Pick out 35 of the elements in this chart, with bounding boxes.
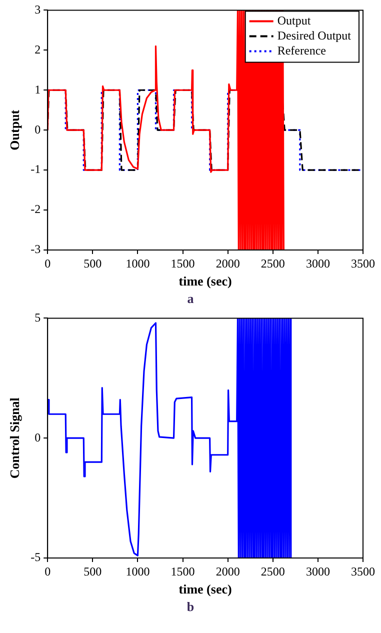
- y-axis-title: Control Signal: [7, 397, 22, 479]
- y-tick-label: 0: [34, 430, 41, 444]
- x-tick-label: 0: [44, 256, 51, 270]
- text: b: [186, 598, 196, 616]
- text: a: [186, 290, 195, 308]
- y-tick-label: -5: [30, 550, 41, 564]
- x-axis-title: time (sec): [178, 274, 232, 289]
- x-tick-label: 0: [44, 564, 51, 578]
- y-tick-label: 2: [34, 42, 41, 56]
- y-tick-label: 5: [34, 310, 41, 324]
- legend-label: Desired Output: [277, 28, 352, 42]
- x-tick-label: 500: [84, 564, 102, 578]
- x-tick-label: 1500: [170, 256, 195, 270]
- x-tick-label: 1000: [126, 256, 150, 270]
- x-tick-label: 2000: [216, 256, 240, 270]
- legend-label: Output: [277, 13, 312, 28]
- x-tick-label: 500: [84, 256, 102, 270]
- y-tick-label: -2: [30, 202, 41, 216]
- legend-label: Reference: [277, 43, 326, 58]
- x-axis-title: time (sec): [178, 582, 232, 597]
- x-tick-label: 3000: [306, 256, 330, 270]
- x-tick-label: 2000: [216, 564, 240, 578]
- x-tick-label: 3500: [351, 256, 375, 270]
- x-tick-label: 1000: [126, 564, 150, 578]
- y-tick-label: 0: [34, 122, 41, 136]
- y-tick-label: -1: [30, 162, 41, 176]
- y-tick-label: -3: [30, 242, 41, 256]
- x-tick-label: 1500: [170, 564, 195, 578]
- y-tick-label: 1: [34, 82, 41, 96]
- x-tick-label: 2500: [260, 564, 285, 578]
- y-tick-label: 3: [34, 2, 41, 16]
- x-tick-label: 3500: [351, 564, 375, 578]
- y-axis-title: Output: [7, 109, 22, 150]
- x-tick-label: 3000: [306, 564, 330, 578]
- x-tick-label: 2500: [260, 256, 285, 270]
